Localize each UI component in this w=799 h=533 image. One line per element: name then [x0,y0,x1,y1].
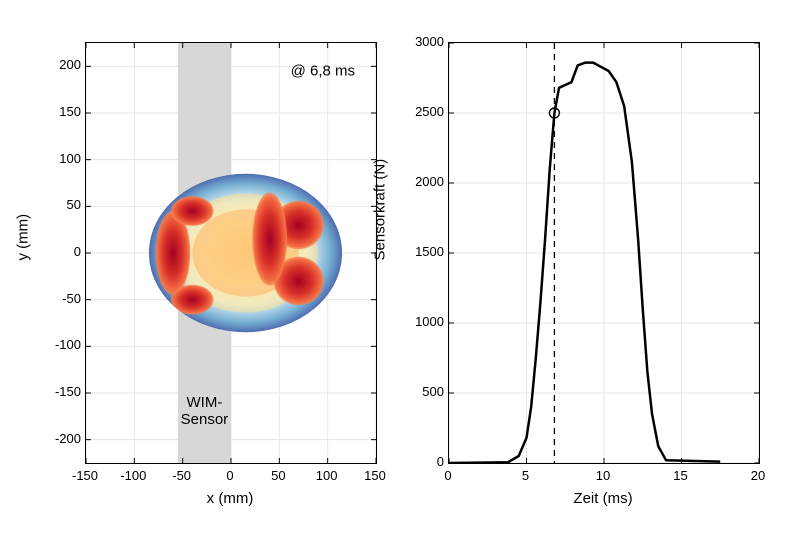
force-curve [449,63,720,463]
right-xtick: 5 [511,468,541,483]
right-plot-svg [449,43,759,463]
left-xtick: -50 [164,468,200,483]
left-panel: WIM-Sensor @ 6,8 ms [85,42,377,464]
right-ytick: 500 [400,384,444,399]
left-ylabel: y (mm) [15,241,32,261]
time-annotation: @ 6,8 ms [291,63,355,80]
right-xtick: 10 [588,468,618,483]
left-ytick: -100 [41,337,81,352]
left-xtick: 150 [357,468,393,483]
right-ytick: 2500 [400,104,444,119]
left-xtick: -100 [115,468,151,483]
right-ytick: 0 [400,454,444,469]
wim-sensor-label: WIM- [187,394,223,411]
right-panel [448,42,760,464]
right-ytick: 2000 [400,174,444,189]
right-xtick: 20 [743,468,773,483]
left-xtick: -150 [67,468,103,483]
left-ytick: 100 [41,151,81,166]
left-ytick: 200 [41,57,81,72]
svg-text:Sensor: Sensor [181,411,229,428]
right-ytick: 3000 [400,34,444,49]
left-xtick: 0 [212,468,248,483]
left-ytick: -150 [41,384,81,399]
left-ytick: -50 [41,291,81,306]
left-xtick: 50 [260,468,296,483]
left-xtick: 100 [309,468,345,483]
right-ytick: 1500 [400,244,444,259]
right-xlabel: Zeit (ms) [448,490,758,507]
left-ytick: -200 [41,431,81,446]
left-plot-svg: WIM-Sensor @ 6,8 ms [86,43,376,463]
right-ylabel: Sensorkraft (N) [372,241,389,261]
right-xtick: 0 [433,468,463,483]
right-xtick: 15 [666,468,696,483]
right-ytick: 1000 [400,314,444,329]
left-ytick: 0 [41,244,81,259]
figure: WIM-Sensor@ 6,8 ms-150-100-50050100150-2… [0,0,799,533]
left-xlabel: x (mm) [85,490,375,507]
left-ytick: 50 [41,197,81,212]
pressure-footprint [149,174,342,333]
left-ytick: 150 [41,104,81,119]
